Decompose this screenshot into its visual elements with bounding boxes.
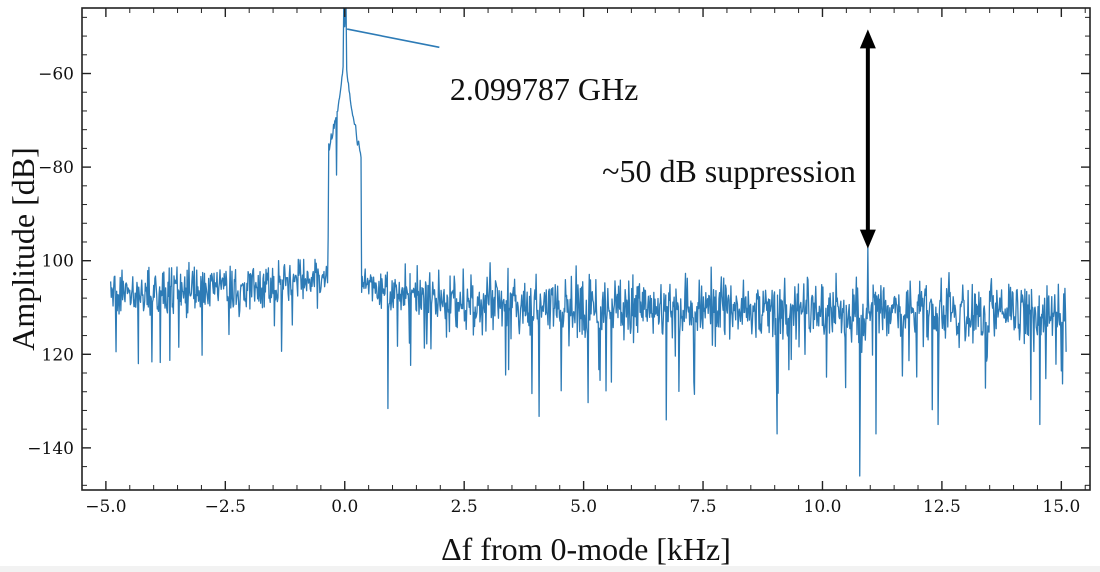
x-tick-label: −5.0	[85, 497, 126, 517]
x-tick-label: 5.0	[570, 497, 597, 517]
x-tick-label: 0.0	[331, 497, 358, 517]
suppression-label: ~50 dB suppression	[602, 153, 856, 189]
bottom-border	[0, 566, 1100, 572]
x-tick-label: 2.5	[451, 497, 478, 517]
peak-leader-line	[346, 28, 440, 49]
x-tick-label: −2.5	[205, 497, 246, 517]
y-tick-label: −80	[38, 158, 74, 178]
peak-frequency-label: 2.099787 GHz	[450, 71, 638, 107]
y-tick-label: −140	[27, 439, 74, 459]
x-axis-label: Δf from 0-mode [kHz]	[441, 531, 731, 567]
x-tick-label: 12.5	[923, 497, 961, 517]
x-tick-label: 10.0	[804, 497, 842, 517]
y-tick-label: 100	[42, 252, 74, 272]
plot-frame	[81, 7, 1091, 491]
axes-layer: −5.0 −2.5 0.0 2.5 5.0 7.5 10.0 12.5 15.0 −60 −80 10…	[27, 8, 1090, 517]
y-tick-label: −60	[38, 65, 74, 85]
annotation-layer: 2.099787 GHz ~50 dB suppression	[346, 28, 876, 249]
y-axis-label: Amplitude [dB]	[5, 147, 41, 351]
suppression-arrow-head-bottom	[859, 229, 876, 249]
suppression-arrow-head-top	[859, 29, 876, 49]
plot-background	[82, 8, 1090, 490]
spectrum-series-line	[110, 7, 1067, 477]
x-tick-label: 15.0	[1042, 497, 1080, 517]
x-tick-label: 7.5	[690, 497, 717, 517]
y-tick-label: 120	[42, 345, 74, 365]
